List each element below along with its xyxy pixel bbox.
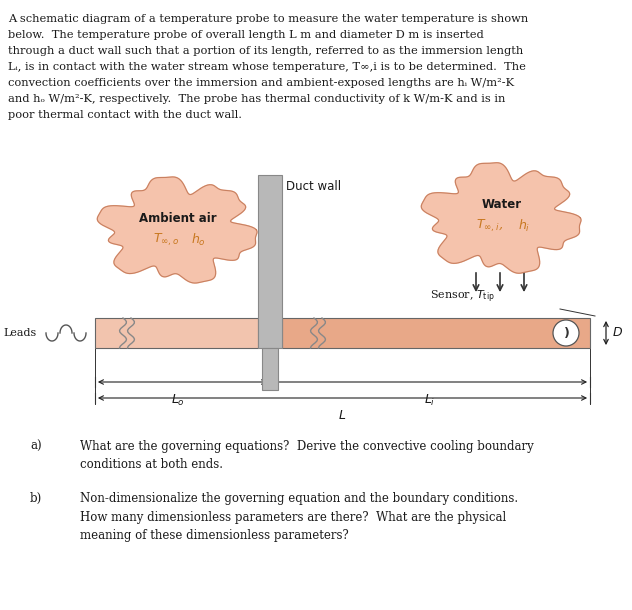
Circle shape: [553, 320, 579, 346]
Text: Ambient air: Ambient air: [139, 212, 217, 224]
Text: Water: Water: [482, 198, 522, 210]
Text: $T_{\infty,o}$: $T_{\infty,o}$: [153, 232, 179, 248]
Polygon shape: [97, 177, 257, 283]
Bar: [95, 318, 258, 348]
Polygon shape: [422, 163, 581, 273]
Text: Sensor, $T_{\mathrm{tip}}$: Sensor, $T_{\mathrm{tip}}$: [430, 289, 495, 305]
Text: $L$: $L$: [338, 409, 346, 422]
Text: $D$: $D$: [612, 326, 623, 340]
Text: ): ): [564, 326, 570, 340]
Text: $T_{\infty,i}$,: $T_{\infty,i}$,: [477, 218, 504, 234]
Text: Lᵢ, is in contact with the water stream whose temperature, T∞,i is to be determi: Lᵢ, is in contact with the water stream …: [8, 62, 526, 72]
Text: Leads: Leads: [4, 328, 37, 338]
Text: $h_i$: $h_i$: [518, 218, 530, 234]
Bar: [258, 175, 282, 348]
Text: and hₒ W/m²-K, respectively.  The probe has thermal conductivity of k W/m-K and : and hₒ W/m²-K, respectively. The probe h…: [8, 94, 506, 104]
Text: Non-dimensionalize the governing equation and the boundary conditions.
How many : Non-dimensionalize the governing equatio…: [80, 492, 518, 542]
Text: poor thermal contact with the duct wall.: poor thermal contact with the duct wall.: [8, 110, 242, 120]
Text: below.  The temperature probe of overall length L m and diameter D m is inserted: below. The temperature probe of overall …: [8, 30, 483, 40]
Text: $L_i$: $L_i$: [424, 393, 435, 408]
Text: b): b): [30, 492, 42, 505]
Text: a): a): [30, 440, 42, 453]
Bar: [282, 318, 590, 348]
Text: Duct wall: Duct wall: [286, 180, 341, 193]
Text: through a duct wall such that a portion of its length, referred to as the immers: through a duct wall such that a portion …: [8, 46, 523, 56]
Text: $L_o$: $L_o$: [171, 393, 185, 408]
Text: convection coefficients over the immersion and ambient-exposed lengths are hᵢ W/: convection coefficients over the immersi…: [8, 78, 514, 88]
Text: $h_o$: $h_o$: [191, 232, 205, 248]
Text: A schematic diagram of a temperature probe to measure the water temperature is s: A schematic diagram of a temperature pro…: [8, 14, 528, 24]
Bar: [262, 348, 278, 390]
Text: What are the governing equations?  Derive the convective cooling boundary
condit: What are the governing equations? Derive…: [80, 440, 534, 472]
